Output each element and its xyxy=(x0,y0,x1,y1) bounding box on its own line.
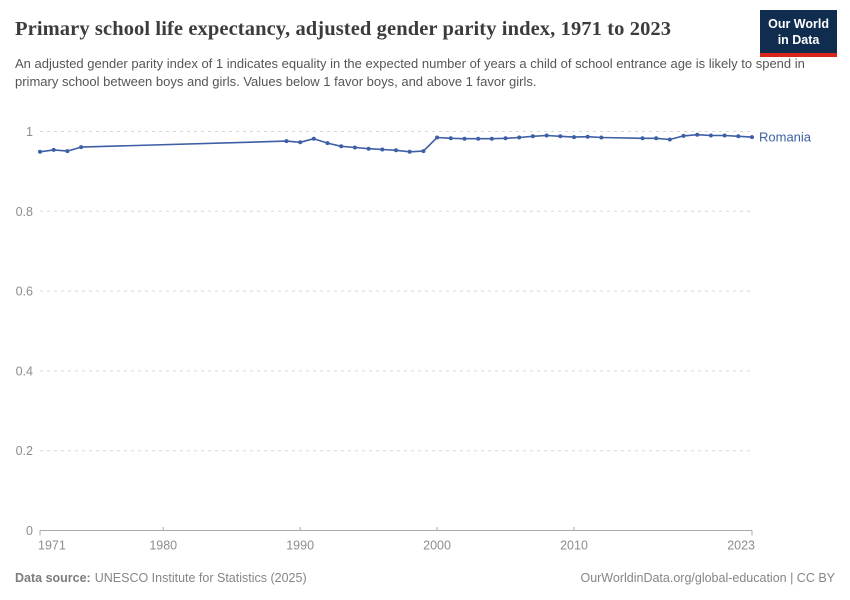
series-label: Romania xyxy=(759,130,812,145)
data-point xyxy=(503,136,508,141)
page-title: Primary school life expectancy, adjusted… xyxy=(15,18,672,40)
data-point xyxy=(311,136,316,141)
owid-logo: Our World in Data xyxy=(760,10,837,58)
data-point xyxy=(435,135,440,140)
data-point xyxy=(572,135,576,140)
data-point xyxy=(407,149,412,154)
data-point xyxy=(394,148,398,153)
data-point xyxy=(599,135,604,140)
data-point xyxy=(51,147,56,152)
data-point xyxy=(654,136,659,141)
chart-footer: Data source: UNESCO Institute for Statist… xyxy=(15,571,835,585)
data-point xyxy=(65,149,70,154)
y-tick-label: 0.2 xyxy=(16,444,33,458)
data-point xyxy=(366,146,371,151)
data-source: Data source: UNESCO Institute for Statist… xyxy=(15,571,307,585)
x-tick-label: 2000 xyxy=(423,539,451,553)
data-point xyxy=(640,136,645,141)
data-point xyxy=(667,137,672,142)
y-tick-label: 0.8 xyxy=(16,205,33,219)
x-tick-label: 1990 xyxy=(286,539,314,553)
data-point xyxy=(544,133,549,138)
data-point xyxy=(681,133,686,138)
data-point xyxy=(736,134,741,139)
y-tick-label: 1 xyxy=(26,125,33,139)
data-point xyxy=(421,149,426,154)
data-point xyxy=(558,134,563,139)
license-note: OurWorldinData.org/global-education | CC… xyxy=(580,571,835,585)
data-point xyxy=(476,136,481,141)
y-tick-label: 0.6 xyxy=(16,285,33,299)
data-source-label: Data source: xyxy=(15,571,91,585)
chart-subtitle: An adjusted gender parity index of 1 ind… xyxy=(15,55,805,90)
data-point xyxy=(79,145,84,150)
data-point xyxy=(489,136,494,141)
data-point xyxy=(722,133,727,138)
data-point xyxy=(530,134,535,139)
data-point xyxy=(352,145,357,150)
data-point xyxy=(339,144,344,149)
y-tick-label: 0 xyxy=(26,524,33,538)
data-point xyxy=(462,136,467,141)
data-point xyxy=(38,149,42,154)
data-point xyxy=(380,147,385,152)
data-point xyxy=(517,135,522,140)
x-tick-label: 2010 xyxy=(560,539,588,553)
data-point xyxy=(448,136,453,141)
data-point xyxy=(695,132,700,137)
x-tick-label: 1980 xyxy=(149,539,177,553)
logo-line2: in Data xyxy=(777,32,820,47)
y-tick-label: 0.4 xyxy=(16,364,33,378)
data-point xyxy=(325,141,330,146)
data-source-text: UNESCO Institute for Statistics (2025) xyxy=(94,571,307,585)
data-point xyxy=(284,139,289,144)
data-point xyxy=(585,134,590,139)
chart-header: Primary school life expectancy, adjusted… xyxy=(15,10,837,92)
data-point xyxy=(750,135,754,140)
data-point xyxy=(708,133,713,138)
x-tick-label: 1971 xyxy=(38,539,66,553)
logo-line1: Our World xyxy=(768,17,829,31)
x-tick-label: 2023 xyxy=(727,539,755,553)
data-point xyxy=(298,140,303,145)
